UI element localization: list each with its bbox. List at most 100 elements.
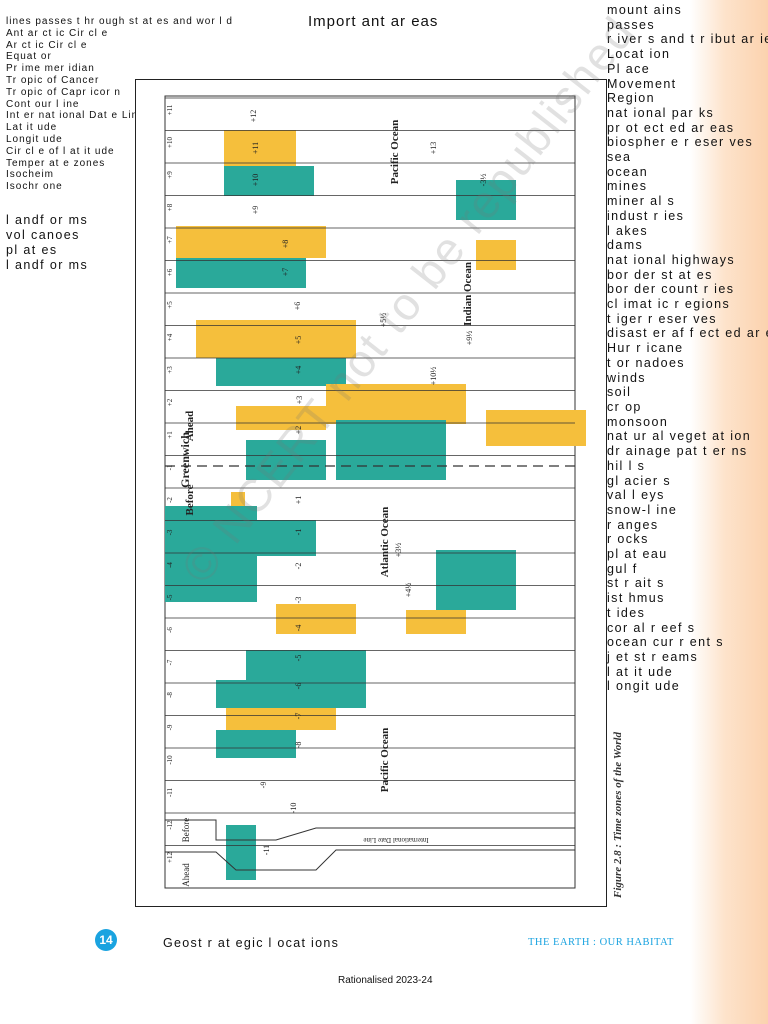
zone-label: +10½: [429, 367, 438, 386]
land-region: [176, 258, 306, 288]
zone-label: +13: [429, 142, 438, 155]
landform-list-item: l andf or ms: [6, 213, 89, 227]
world-map-svg: +11 +10 +9 +8 +7 +6 +5 +4 +3 +2 +1 -1 -2 -3 -4 -5 -6 -7 -8…: [164, 95, 586, 889]
land-region: [216, 680, 366, 708]
zone-regions: [165, 130, 586, 880]
left-list-item: lines passes t hr ough st at es and wor …: [6, 16, 233, 27]
left-list-item: Tr opic of Cancer: [6, 74, 100, 86]
right-list-item: dams: [607, 238, 644, 253]
right-list-item: soil: [607, 385, 632, 400]
land-region: [256, 520, 316, 556]
right-term-list: mount ains passes r iver s and t r ibut ar…: [607, 3, 768, 694]
page-number: 14: [95, 929, 117, 951]
left-list-item: Equat or: [6, 51, 52, 63]
zone-label: -6: [294, 683, 303, 690]
zone-label: -2: [294, 563, 303, 570]
before-label-bottom: Before: [181, 818, 191, 843]
land-region: [226, 825, 256, 880]
left-landforms-list: l andf or ms vol canoes pl at es l andf or …: [6, 213, 88, 273]
land-region: [224, 166, 314, 196]
right-list-item: winds: [607, 370, 646, 385]
scale-label: +3: [166, 366, 174, 374]
land-region: [216, 358, 346, 386]
scale-label: -10: [166, 755, 174, 765]
date-line-upper: [165, 819, 575, 841]
page-title: Import ant ar eas: [308, 13, 439, 30]
right-list-item: pr ot ect ed ar eas: [607, 120, 735, 135]
zone-label: +3½: [394, 543, 403, 558]
zone-lines: [165, 97, 575, 846]
left-list-item: Isochr one: [6, 181, 63, 193]
right-list-item: nat ur al veget at ion: [607, 429, 752, 444]
zone-label: -1: [294, 529, 303, 536]
land-region: [196, 320, 356, 358]
zone-label: +10: [251, 174, 260, 187]
scale-label: -2: [166, 497, 174, 503]
right-list-item: cr op: [607, 399, 642, 414]
zone-offset-labels: +12 +11 +10 +9 +8 +7 +6 +5 +4 +3 +2 +1 -1 -2 -3 -4 -5 -6 -…: [249, 110, 488, 855]
right-list-item: st r ait s: [607, 576, 665, 591]
right-list-item: l at it ude: [607, 664, 674, 679]
scale-label: -8: [166, 692, 174, 698]
zone-label: +7: [281, 268, 290, 277]
before-label-top: Before: [184, 484, 196, 515]
landform-list-item: l andf or ms: [6, 258, 89, 272]
right-list-item: bor der st at es: [607, 267, 713, 282]
right-list-item: mines: [607, 179, 648, 194]
right-list-item: cl imat ic r egions: [607, 297, 731, 312]
zone-label: -10: [289, 803, 298, 814]
right-list-item: Locat ion: [607, 47, 671, 62]
land-region: [216, 730, 296, 758]
right-list-item: t or nadoes: [607, 355, 685, 370]
right-list-item: pl at eau: [607, 547, 668, 562]
right-list-item: ocean: [607, 164, 649, 179]
land-region: [165, 506, 257, 602]
time-zone-map: +11 +10 +9 +8 +7 +6 +5 +4 +3 +2 +1 -1 -2 -3 -4 -5 -6 -7 -8…: [135, 79, 607, 907]
right-list-item: t iger r eser ves: [607, 311, 717, 326]
right-list-item: disast er af f ect ed ar ea: [607, 326, 768, 341]
footer-book-title: THE EARTH : OUR HABITAT: [528, 937, 674, 948]
scale-label: +4: [166, 333, 174, 341]
ocean-label-pacific-top: Pacific Ocean: [389, 120, 401, 184]
zone-label: -3: [294, 597, 303, 604]
scale-label: +11: [166, 104, 174, 115]
zone-label: +6: [293, 302, 302, 311]
zone-label: +5½: [379, 313, 388, 328]
zone-label: +1: [294, 496, 303, 505]
zone-label: +4½: [404, 583, 413, 598]
right-list-item: l ongit ude: [607, 679, 681, 694]
scale-label: -4: [166, 562, 174, 568]
land-region: [436, 550, 516, 610]
land-region: [406, 610, 466, 634]
scale-label: +12: [166, 852, 174, 863]
right-list-item: cor al r eef s: [607, 620, 696, 635]
date-line-lower: [165, 849, 575, 871]
right-list-item: gul f: [607, 561, 638, 576]
left-list-item: Temper at e zones: [6, 157, 106, 169]
right-list-item: miner al s: [607, 194, 676, 209]
scale-label: +7: [166, 236, 174, 244]
land-region: [486, 410, 586, 446]
scale-label: +1: [166, 431, 174, 439]
left-list-item: Lat it ude: [6, 122, 58, 134]
right-list-item: monsoon: [607, 414, 669, 429]
land-region: [456, 180, 516, 220]
scale-label: +2: [166, 398, 174, 406]
land-region: [476, 240, 516, 270]
scale-label: -12: [166, 820, 174, 830]
land-region: [246, 440, 326, 480]
land-region: [176, 226, 326, 258]
scale-label: -3: [166, 529, 174, 535]
left-term-list: lines passes t hr ough st at es and wor …: [6, 16, 233, 193]
date-line-label: International Date Line: [363, 836, 428, 844]
zone-label: +5: [294, 336, 303, 345]
right-list-item: passes: [607, 17, 656, 32]
right-list-item: l akes: [607, 223, 649, 238]
right-list-item: snow-l ine: [607, 502, 678, 517]
land-region: [231, 492, 245, 506]
scale-label: -11: [166, 787, 174, 797]
zone-label: -5: [294, 655, 303, 662]
zone-label: +9: [251, 206, 260, 215]
right-list-item: sea: [607, 150, 632, 165]
zone-label: -3½: [479, 174, 488, 187]
